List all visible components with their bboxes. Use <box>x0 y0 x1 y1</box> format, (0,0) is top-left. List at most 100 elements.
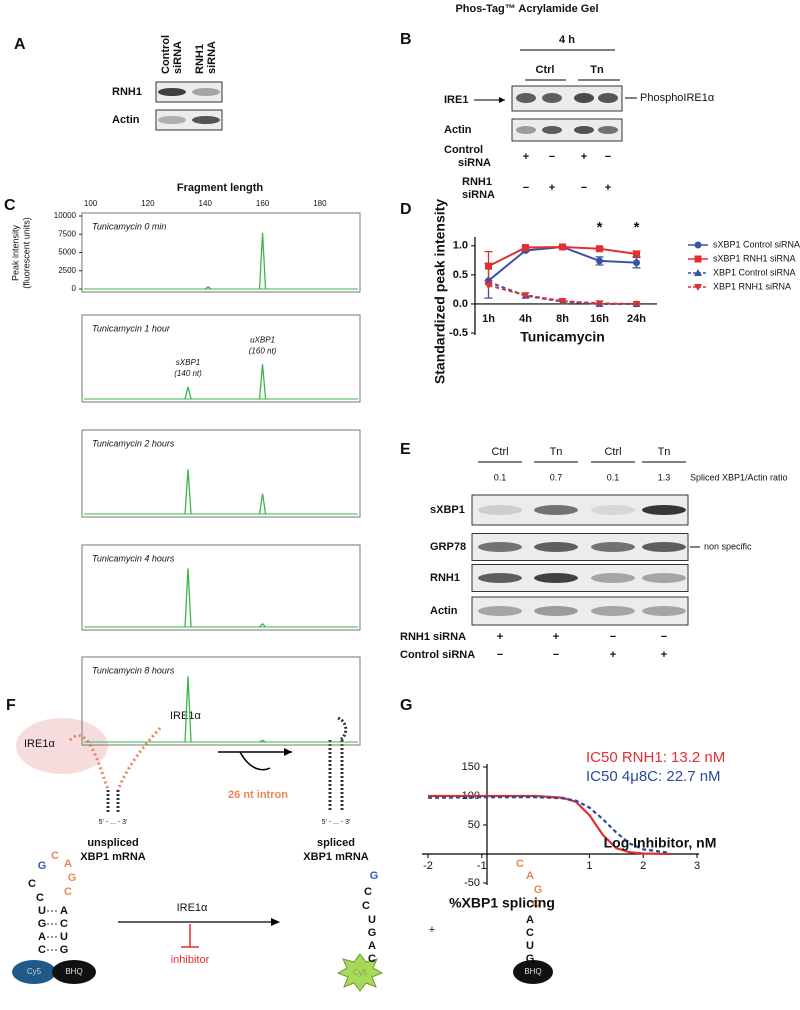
column-label: siRNA <box>206 41 218 74</box>
column-label: Ctrl <box>491 446 508 458</box>
sign: − <box>581 182 587 194</box>
trace-frame <box>81 429 361 518</box>
strand-ends: 5' - ... - 3' <box>322 819 351 826</box>
x-tick-label: 180 <box>313 199 327 208</box>
nucleotide: U <box>368 914 376 926</box>
row-label: RNH1 <box>430 572 460 584</box>
band <box>192 88 220 96</box>
arrow-head <box>271 918 280 926</box>
x-tick-label: -2 <box>423 860 433 872</box>
panel-label: E <box>400 441 411 458</box>
blot <box>511 118 623 142</box>
nucleotide: C <box>28 878 36 890</box>
band <box>516 93 536 103</box>
dye <box>12 960 56 984</box>
nucleotide: C <box>526 927 534 939</box>
band <box>534 505 578 515</box>
x-axis-label: Log Inhibitor, nM <box>604 835 717 851</box>
band <box>158 116 186 124</box>
rna-label: XBP1 mRNA <box>303 851 368 863</box>
annotation: * <box>597 219 603 236</box>
dye-label: Cy5 <box>27 967 42 976</box>
blot <box>155 109 223 131</box>
band <box>642 606 686 616</box>
y-axis-label: Peak intensity <box>10 224 20 281</box>
sign: − <box>549 151 555 163</box>
trace-frame <box>81 656 361 746</box>
legend-label: sXBP1 RNH1 siRNA <box>713 253 796 263</box>
trace-label: Tunicamycin 4 hours <box>92 553 175 563</box>
band <box>478 573 522 583</box>
x-tick-label: 3 <box>694 860 700 872</box>
marker <box>633 259 640 267</box>
enzyme-label: IRE1α <box>24 738 55 750</box>
group-label: 4 h <box>559 34 575 46</box>
nucleotide: A <box>64 858 72 870</box>
peak <box>184 568 192 628</box>
sign: + <box>523 151 529 163</box>
marker <box>558 298 567 306</box>
band <box>478 606 522 616</box>
band <box>534 606 578 616</box>
y-tick-label: 50 <box>468 819 480 831</box>
column-label: Tn <box>658 446 671 458</box>
group-label: Tn <box>590 64 604 76</box>
quencher-label: BHQ <box>65 967 82 976</box>
enzyme-label: IRE1α <box>177 902 208 914</box>
enzyme-shadow <box>16 718 108 774</box>
rna-stem <box>106 790 120 812</box>
marker <box>521 292 530 300</box>
ratio: 0.7 <box>550 472 563 482</box>
condition-label: siRNA <box>458 157 491 169</box>
row-label: Actin <box>430 605 458 617</box>
quencher-label: BHQ <box>524 967 541 976</box>
nucleotide: U <box>60 931 68 943</box>
quencher <box>513 960 553 984</box>
sign: + <box>610 649 616 661</box>
band <box>591 606 635 616</box>
band <box>478 505 522 515</box>
y-tick-label: 10000 <box>54 211 77 220</box>
sign: + <box>497 631 503 643</box>
marker <box>694 284 702 291</box>
marker <box>595 300 604 308</box>
ratio: 1.3 <box>658 472 671 482</box>
band <box>642 505 686 515</box>
legend-label: XBP1 Control siRNA <box>713 267 796 277</box>
sign: − <box>553 649 559 661</box>
arrow-head <box>499 97 505 103</box>
band <box>598 93 618 103</box>
y-tick-label: 2500 <box>58 266 76 275</box>
peak <box>184 386 192 400</box>
y-tick-label: 0 <box>72 284 77 293</box>
x-tick-label: 8h <box>556 313 569 325</box>
nucleotide: C <box>362 900 370 912</box>
blot <box>155 81 223 103</box>
band <box>158 88 186 96</box>
x-tick-label: 1 <box>586 860 592 872</box>
column-label: Control <box>160 35 172 74</box>
ratio: 0.1 <box>607 472 620 482</box>
legend-label: XBP1 RNH1 siRNA <box>713 281 791 291</box>
series-line <box>427 796 671 854</box>
nucleotide: G <box>368 927 377 939</box>
marker <box>559 243 566 251</box>
marker <box>596 245 603 253</box>
sign: − <box>661 631 667 643</box>
peak-label: sXBP1 <box>176 358 200 367</box>
x-tick-label: -1 <box>477 860 487 872</box>
nucleotide: G <box>38 860 47 872</box>
sign: + <box>553 631 559 643</box>
rna-label: spliced <box>317 837 355 849</box>
band <box>574 93 594 103</box>
peak <box>259 622 267 628</box>
series-line <box>428 794 671 856</box>
band <box>591 505 635 515</box>
legend-label: sXBP1 Control siRNA <box>713 239 800 249</box>
sign: − <box>497 649 503 661</box>
sign: + <box>581 151 587 163</box>
arrow-head <box>284 748 292 756</box>
band <box>591 573 635 583</box>
x-tick-label: 4h <box>519 313 532 325</box>
